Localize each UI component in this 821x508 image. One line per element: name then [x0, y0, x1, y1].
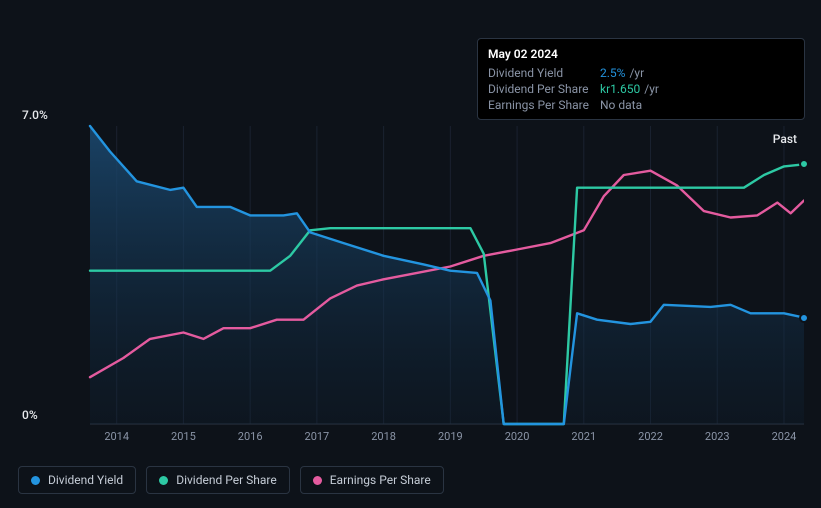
- tooltip-row: Dividend Yield2.5% /yr: [488, 65, 794, 81]
- tooltip-value: 2.5%: [600, 66, 625, 80]
- x-axis-label: 2014: [104, 430, 129, 443]
- tooltip-unit: /yr: [644, 82, 659, 96]
- x-axis-label: 2023: [705, 430, 730, 443]
- x-axis-label: 2024: [772, 430, 797, 443]
- legend-label: Earnings Per Share: [330, 473, 431, 487]
- x-axis-label: 2020: [505, 430, 530, 443]
- x-axis-label: 2022: [638, 430, 663, 443]
- series-end-marker: [799, 313, 809, 323]
- series-end-marker: [799, 159, 809, 169]
- past-label: Past: [773, 132, 797, 146]
- tooltip-date: May 02 2024: [488, 45, 794, 65]
- x-axis-label: 2018: [371, 430, 396, 443]
- legend-earnings-per-share[interactable]: Earnings Per Share: [300, 466, 444, 494]
- legend-dividend-per-share[interactable]: Dividend Per Share: [146, 466, 290, 494]
- dividend-chart: May 02 2024 Dividend Yield2.5%/yrDividen…: [0, 0, 821, 508]
- x-axis-label: 2021: [571, 430, 596, 443]
- x-axis-label: 2017: [305, 430, 330, 443]
- tooltip-row: Dividend Per Sharekr1.650/yr: [488, 81, 794, 97]
- x-axis-label: 2019: [438, 430, 463, 443]
- x-axis-label: 2015: [171, 430, 196, 443]
- legend-label: Dividend Yield: [48, 473, 123, 487]
- tooltip-label: Dividend Yield: [488, 66, 600, 80]
- chart-plot-area: [18, 108, 804, 428]
- tooltip-value: kr1.650: [600, 82, 640, 96]
- chart-legend: Dividend Yield Dividend Per Share Earnin…: [18, 466, 444, 494]
- tooltip-label: Dividend Per Share: [488, 82, 600, 96]
- legend-label: Dividend Per Share: [176, 473, 277, 487]
- tooltip-label: Earnings Per Share: [488, 98, 600, 112]
- legend-dividend-yield[interactable]: Dividend Yield: [18, 466, 136, 494]
- legend-dot-icon: [31, 476, 40, 485]
- legend-dot-icon: [159, 476, 168, 485]
- tooltip-unit: /yr: [629, 66, 644, 80]
- tooltip-row: Earnings Per ShareNo data: [488, 97, 794, 113]
- tooltip-value: No data: [600, 98, 642, 112]
- chart-tooltip: May 02 2024 Dividend Yield2.5%/yrDividen…: [477, 38, 805, 120]
- x-axis-label: 2016: [238, 430, 263, 443]
- legend-dot-icon: [313, 476, 322, 485]
